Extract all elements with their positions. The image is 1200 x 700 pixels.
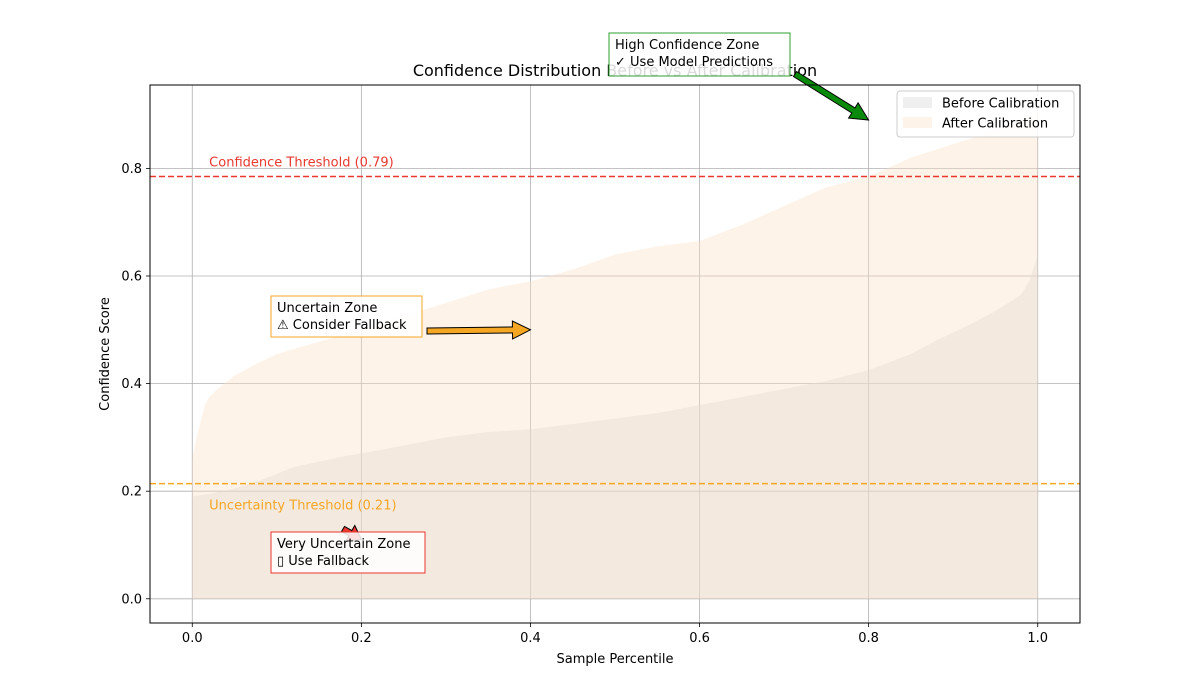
annotation-arrow [426, 320, 532, 340]
annotation-arrow [792, 70, 870, 121]
legend-label: Before Calibration [942, 97, 1059, 112]
threshold-label: Confidence Threshold (0.79) [209, 155, 394, 170]
legend-swatch [903, 97, 932, 108]
area-before-calibration [192, 254, 1038, 599]
x-axis-ticks: 0.0 0.2 0.4 0.6 0.8 1.0 [182, 623, 1048, 646]
annotation: Very Uncertain Zone ▯ Use Fallback [270, 524, 426, 574]
threshold-label: Uncertainty Threshold (0.21) [209, 499, 396, 514]
legend-frame [896, 90, 1075, 138]
y-tick-label: 0.6 [121, 269, 142, 284]
y-axis-label: Confidence Score [98, 297, 113, 411]
annotation-action: ✓ Use Model Predictions [615, 55, 773, 70]
legend: Before Calibration After Calibration [896, 90, 1075, 138]
annotation: High Confidence Zone ✓ Use Model Predicti… [608, 32, 870, 121]
y-tick-label: 0.0 [121, 592, 142, 607]
annotation: Uncertain Zone ⚠ Consider Fallback [270, 295, 532, 340]
area-series [192, 111, 1038, 599]
annotation-box [270, 531, 426, 574]
annotations: High Confidence Zone ✓ Use Model Predicti… [270, 32, 870, 574]
y-tick-label: 0.2 [121, 485, 142, 500]
x-tick-label: 0.2 [351, 631, 372, 646]
y-axis-ticks: 0.0 0.2 0.4 0.6 0.8 [121, 162, 150, 607]
x-tick-label: 0.0 [182, 631, 203, 646]
x-tick-label: 0.6 [689, 631, 710, 646]
x-axis-label: Sample Percentile [556, 652, 673, 667]
annotation-action: ▯ Use Fallback [277, 554, 370, 569]
grid-lines [150, 85, 1080, 623]
x-tick-label: 1.0 [1027, 631, 1048, 646]
x-tick-label: 0.8 [858, 631, 879, 646]
threshold-lines: Confidence Threshold (0.79) Uncertainty T… [150, 155, 1080, 514]
y-tick-label: 0.8 [121, 162, 142, 177]
x-tick-label: 0.4 [520, 631, 541, 646]
legend-label: After Calibration [942, 117, 1048, 132]
y-tick-label: 0.4 [121, 377, 142, 392]
plot-frame [149, 84, 1081, 624]
legend-swatch [903, 117, 932, 128]
annotation-box [270, 295, 423, 338]
area-after-calibration [192, 111, 1038, 599]
annotation-title: High Confidence Zone [615, 38, 759, 53]
annotation-title: Uncertain Zone [277, 301, 377, 316]
annotation-action: ⚠ Consider Fallback [277, 318, 407, 333]
annotation-box [608, 32, 791, 77]
annotation-title: Very Uncertain Zone [277, 537, 410, 552]
